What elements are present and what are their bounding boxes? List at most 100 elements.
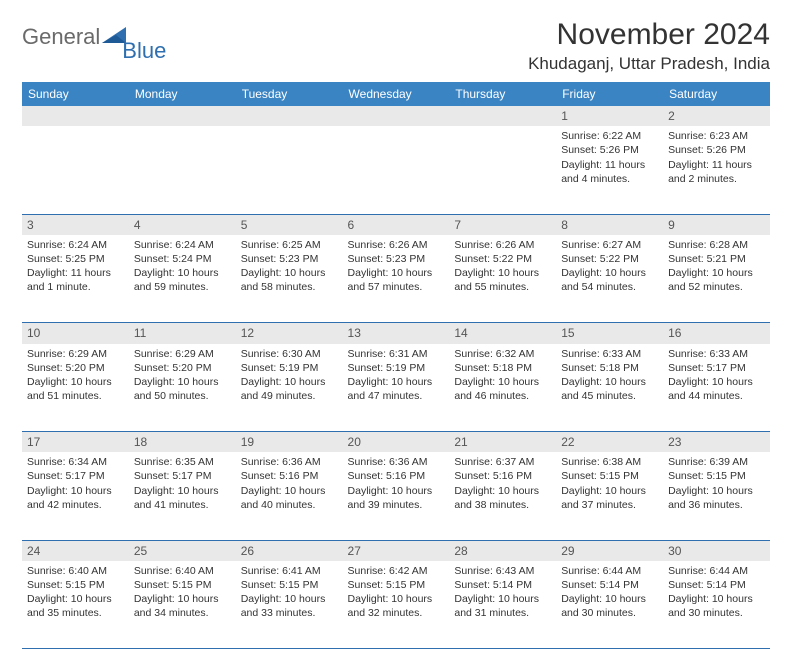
sunset-text: Sunset: 5:14 PM (454, 578, 551, 592)
sunset-text: Sunset: 5:23 PM (348, 252, 445, 266)
day-cell: Sunrise: 6:36 AMSunset: 5:16 PMDaylight:… (343, 452, 450, 540)
sunset-text: Sunset: 5:24 PM (134, 252, 231, 266)
day-cell (449, 126, 556, 214)
daylight-text: Daylight: 10 hours and 54 minutes. (561, 266, 658, 294)
daylight-text: Daylight: 10 hours and 35 minutes. (27, 592, 124, 620)
day-cell: Sunrise: 6:31 AMSunset: 5:19 PMDaylight:… (343, 344, 450, 432)
day-number-cell (236, 106, 343, 126)
sunrise-text: Sunrise: 6:25 AM (241, 238, 338, 252)
sunrise-text: Sunrise: 6:33 AM (561, 347, 658, 361)
sunset-text: Sunset: 5:15 PM (668, 469, 765, 483)
day-number-cell: 19 (236, 432, 343, 453)
sunrise-text: Sunrise: 6:22 AM (561, 129, 658, 143)
daylight-text: Daylight: 10 hours and 30 minutes. (561, 592, 658, 620)
day-cell: Sunrise: 6:29 AMSunset: 5:20 PMDaylight:… (22, 344, 129, 432)
day-number-cell: 13 (343, 323, 450, 344)
day-cell: Sunrise: 6:35 AMSunset: 5:17 PMDaylight:… (129, 452, 236, 540)
day-cell: Sunrise: 6:33 AMSunset: 5:17 PMDaylight:… (663, 344, 770, 432)
day-number-cell: 12 (236, 323, 343, 344)
header-row: General Blue November 2024 Khudaganj, Ut… (22, 18, 770, 74)
sunset-text: Sunset: 5:14 PM (561, 578, 658, 592)
weekday-header: Friday (556, 82, 663, 106)
sunset-text: Sunset: 5:15 PM (561, 469, 658, 483)
day-number-cell: 16 (663, 323, 770, 344)
day-number-cell: 20 (343, 432, 450, 453)
day-cell: Sunrise: 6:34 AMSunset: 5:17 PMDaylight:… (22, 452, 129, 540)
sunset-text: Sunset: 5:22 PM (561, 252, 658, 266)
weekday-header: Thursday (449, 82, 556, 106)
sunset-text: Sunset: 5:15 PM (134, 578, 231, 592)
daylight-text: Daylight: 10 hours and 57 minutes. (348, 266, 445, 294)
sunrise-text: Sunrise: 6:35 AM (134, 455, 231, 469)
day-number-cell: 15 (556, 323, 663, 344)
day-number-cell: 11 (129, 323, 236, 344)
sunrise-text: Sunrise: 6:29 AM (27, 347, 124, 361)
day-number-cell: 1 (556, 106, 663, 126)
day-cell: Sunrise: 6:41 AMSunset: 5:15 PMDaylight:… (236, 561, 343, 649)
day-cell: Sunrise: 6:32 AMSunset: 5:18 PMDaylight:… (449, 344, 556, 432)
daylight-text: Daylight: 10 hours and 47 minutes. (348, 375, 445, 403)
day-number-cell: 28 (449, 540, 556, 561)
day-number-cell: 4 (129, 214, 236, 235)
sunrise-text: Sunrise: 6:31 AM (348, 347, 445, 361)
calendar-table: Sunday Monday Tuesday Wednesday Thursday… (22, 82, 770, 649)
sunrise-text: Sunrise: 6:41 AM (241, 564, 338, 578)
sunset-text: Sunset: 5:14 PM (668, 578, 765, 592)
daylight-text: Daylight: 10 hours and 34 minutes. (134, 592, 231, 620)
sunrise-text: Sunrise: 6:36 AM (348, 455, 445, 469)
daylight-text: Daylight: 10 hours and 50 minutes. (134, 375, 231, 403)
day-cell: Sunrise: 6:23 AMSunset: 5:26 PMDaylight:… (663, 126, 770, 214)
week-content-row: Sunrise: 6:29 AMSunset: 5:20 PMDaylight:… (22, 344, 770, 432)
sunset-text: Sunset: 5:26 PM (561, 143, 658, 157)
day-number-cell (22, 106, 129, 126)
title-block: November 2024 Khudaganj, Uttar Pradesh, … (528, 18, 770, 74)
sunrise-text: Sunrise: 6:27 AM (561, 238, 658, 252)
day-cell (129, 126, 236, 214)
day-cell: Sunrise: 6:39 AMSunset: 5:15 PMDaylight:… (663, 452, 770, 540)
location-text: Khudaganj, Uttar Pradesh, India (528, 54, 770, 74)
sunrise-text: Sunrise: 6:30 AM (241, 347, 338, 361)
day-number-cell: 10 (22, 323, 129, 344)
daylight-text: Daylight: 10 hours and 45 minutes. (561, 375, 658, 403)
sunset-text: Sunset: 5:23 PM (241, 252, 338, 266)
sunset-text: Sunset: 5:22 PM (454, 252, 551, 266)
sunrise-text: Sunrise: 6:32 AM (454, 347, 551, 361)
sunset-text: Sunset: 5:19 PM (241, 361, 338, 375)
day-number-cell: 29 (556, 540, 663, 561)
sunset-text: Sunset: 5:15 PM (27, 578, 124, 592)
sunset-text: Sunset: 5:19 PM (348, 361, 445, 375)
sunset-text: Sunset: 5:15 PM (241, 578, 338, 592)
day-number-cell: 8 (556, 214, 663, 235)
day-number-cell: 9 (663, 214, 770, 235)
daylight-text: Daylight: 11 hours and 1 minute. (27, 266, 124, 294)
day-number-cell (449, 106, 556, 126)
day-number-cell (343, 106, 450, 126)
day-cell: Sunrise: 6:44 AMSunset: 5:14 PMDaylight:… (663, 561, 770, 649)
sunrise-text: Sunrise: 6:28 AM (668, 238, 765, 252)
daylight-text: Daylight: 10 hours and 33 minutes. (241, 592, 338, 620)
logo: General Blue (22, 18, 174, 50)
daylight-text: Daylight: 10 hours and 39 minutes. (348, 484, 445, 512)
sunset-text: Sunset: 5:16 PM (348, 469, 445, 483)
weekday-header: Saturday (663, 82, 770, 106)
daylight-text: Daylight: 10 hours and 40 minutes. (241, 484, 338, 512)
day-cell: Sunrise: 6:40 AMSunset: 5:15 PMDaylight:… (22, 561, 129, 649)
daylight-text: Daylight: 10 hours and 49 minutes. (241, 375, 338, 403)
day-number-cell: 21 (449, 432, 556, 453)
daylight-text: Daylight: 10 hours and 31 minutes. (454, 592, 551, 620)
day-number-cell: 23 (663, 432, 770, 453)
sunset-text: Sunset: 5:21 PM (668, 252, 765, 266)
day-number-cell: 27 (343, 540, 450, 561)
day-cell: Sunrise: 6:26 AMSunset: 5:23 PMDaylight:… (343, 235, 450, 323)
daylight-text: Daylight: 10 hours and 58 minutes. (241, 266, 338, 294)
day-number-cell: 26 (236, 540, 343, 561)
day-number-cell: 17 (22, 432, 129, 453)
day-number-row: 24252627282930 (22, 540, 770, 561)
day-cell: Sunrise: 6:30 AMSunset: 5:19 PMDaylight:… (236, 344, 343, 432)
day-cell: Sunrise: 6:44 AMSunset: 5:14 PMDaylight:… (556, 561, 663, 649)
weekday-header: Tuesday (236, 82, 343, 106)
daylight-text: Daylight: 10 hours and 55 minutes. (454, 266, 551, 294)
day-number-row: 17181920212223 (22, 432, 770, 453)
sunset-text: Sunset: 5:18 PM (454, 361, 551, 375)
sunset-text: Sunset: 5:20 PM (134, 361, 231, 375)
